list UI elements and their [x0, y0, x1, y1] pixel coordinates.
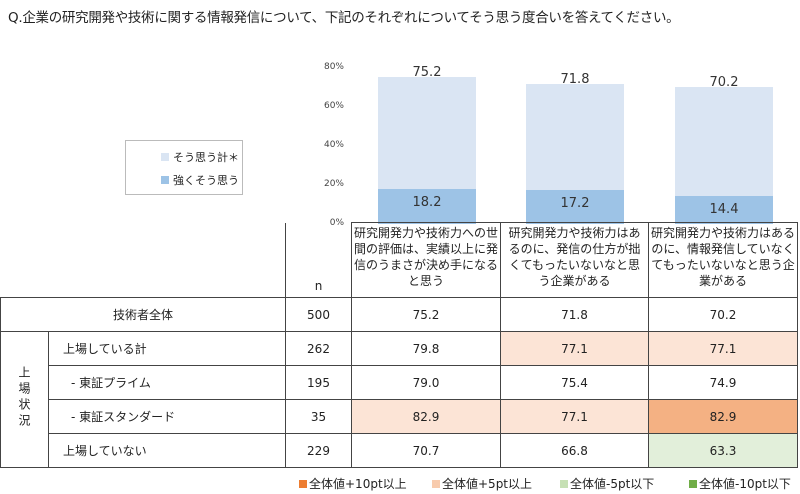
bar-strong — [675, 195, 773, 224]
category-header: 研究開発力や技術力はあるのに、情報発信していなくてもったいないなと思う企業がある — [648, 222, 798, 298]
category-header: 研究開発力や技術力はあるのに、発信の仕方が拙くてもったいないなと思う企業がある — [500, 222, 649, 298]
question-title: Q.企業の研究開発や技術に関する情報発信について、下記のそれぞれについてそう思う… — [8, 10, 680, 26]
data-label-strong: 17.2 — [560, 196, 590, 212]
value-cell: 63.3 — [648, 433, 798, 468]
value-cell: 82.9 — [351, 399, 501, 434]
value-cell: 77.1 — [500, 399, 649, 434]
row-label: 上場している計 — [48, 331, 286, 366]
row-label: - 東証プライム — [48, 365, 286, 400]
n-value: 195 — [285, 365, 352, 400]
y-tick-label: 40% — [323, 140, 344, 150]
value-cell: 75.2 — [351, 297, 501, 332]
group-label: 上場状況 — [17, 366, 31, 430]
row-label: 技術者全体 — [0, 297, 286, 332]
legend-swatch-total — [161, 153, 169, 161]
n-header: n — [285, 222, 352, 298]
value-cell: 79.0 — [351, 365, 501, 400]
data-table: n 研究開発力や技術力への世間の評価は、実績以上に発信のうまさが決め手になると思… — [0, 222, 798, 468]
value-cell: 74.9 — [648, 365, 798, 400]
value-cell: 82.9 — [648, 399, 798, 434]
n-value: 229 — [285, 433, 352, 468]
n-value: 262 — [285, 331, 352, 366]
table-row: 上場していない 229 70.7 66.8 63.3 — [1, 433, 798, 468]
row-label: - 東証スタンダード — [48, 399, 286, 434]
table-row: - 東証プライム 195 79.0 75.4 74.9 — [1, 365, 798, 400]
bar-strong — [526, 190, 624, 224]
n-value: 35 — [285, 399, 352, 434]
value-cell: 79.8 — [351, 331, 501, 366]
row-label: 上場していない — [48, 433, 286, 468]
data-label-total: 70.2 — [709, 75, 739, 91]
value-cell: 75.4 — [500, 365, 649, 400]
data-label-total: 75.2 — [412, 65, 442, 81]
data-label-total: 71.8 — [560, 71, 590, 87]
y-tick-label: 20% — [323, 179, 344, 189]
value-cell: 70.2 — [648, 297, 798, 332]
value-cell: 70.7 — [351, 433, 501, 468]
data-label-strong: 14.4 — [709, 201, 739, 217]
table-row: 技術者全体 500 75.2 71.8 70.2 — [0, 297, 798, 332]
legend-swatch-strong — [161, 176, 169, 184]
value-cell: 77.1 — [648, 331, 798, 366]
y-tick-label: 60% — [323, 101, 344, 111]
n-value: 500 — [285, 297, 352, 332]
legend-plus10: 全体値+10pt以上 — [299, 475, 407, 492]
legend-label-strong: 強くそう思う — [173, 174, 239, 187]
value-cell: 66.8 — [500, 433, 649, 468]
value-cell: 71.8 — [500, 297, 649, 332]
group-label-cell: 上場状況 — [0, 331, 49, 468]
table-row: - 東証スタンダード 35 82.9 77.1 82.9 — [1, 399, 798, 434]
legend-plus5: 全体値+5pt以上 — [432, 475, 532, 492]
y-tick-label: 80% — [323, 62, 344, 72]
table-row: 上場状況 上場している計 262 79.8 77.1 77.1 — [0, 331, 798, 468]
value-cell: 77.1 — [500, 331, 649, 366]
data-label-strong: 18.2 — [412, 194, 442, 210]
legend-label-total: そう思う計＊ — [173, 151, 239, 164]
legend-minus10: 全体値-10pt以下 — [689, 475, 791, 492]
legend-minus5: 全体値-5pt以下 — [560, 475, 654, 492]
chart-legend: そう思う計＊ 強くそう思う — [125, 140, 243, 195]
category-header: 研究開発力や技術力への世間の評価は、実績以上に発信のうまさが決め手になると思う — [351, 222, 501, 298]
bar-strong — [378, 188, 476, 224]
